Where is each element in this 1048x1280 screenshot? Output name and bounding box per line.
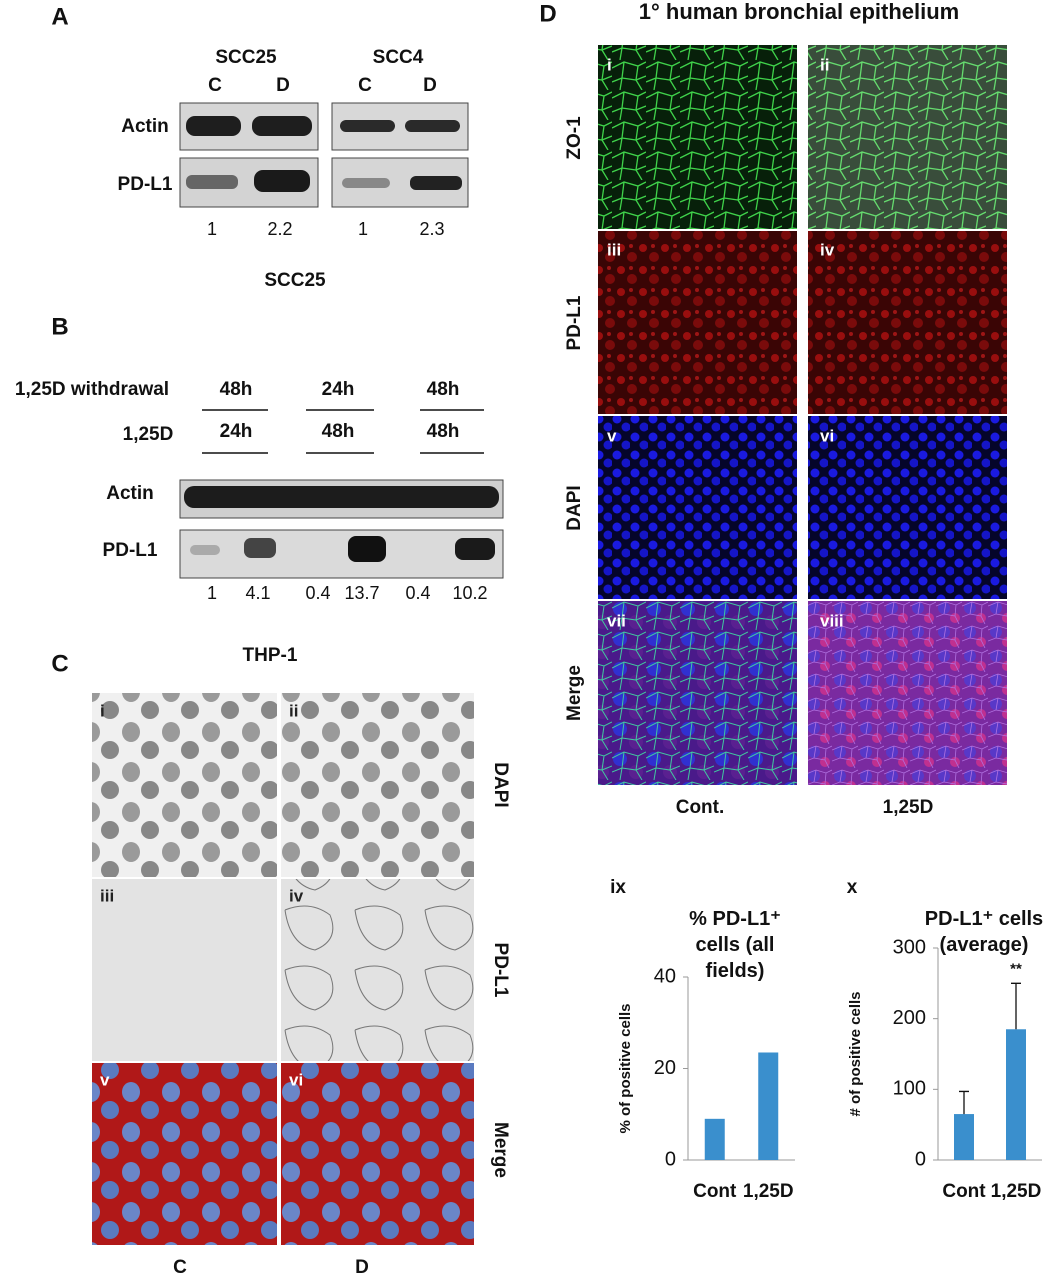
row-label: PD-L1	[490, 943, 511, 998]
column-label: Cont.	[676, 797, 725, 818]
band-quantification: 0.4	[305, 583, 330, 603]
significance-marker: **	[1010, 960, 1022, 977]
panel-label: B	[51, 313, 68, 340]
band-quantification: 1	[207, 219, 217, 239]
band-quantification: 10.2	[452, 583, 487, 603]
blot-row-label: Actin	[106, 483, 154, 504]
image-label: iv	[820, 240, 835, 259]
panel-title: THP-1	[243, 645, 298, 666]
panel-label: ix	[610, 877, 626, 898]
cell-line: SCC25	[264, 270, 326, 291]
error-bar	[1011, 982, 1021, 1030]
band-quantification: 4.1	[245, 583, 270, 603]
micrographs	[92, 693, 474, 1245]
column-label: D	[355, 1257, 369, 1278]
band-quantification: 2.3	[419, 219, 444, 239]
image-label: i	[100, 701, 105, 720]
image-label: iii	[607, 240, 621, 259]
row-label: DAPI	[490, 762, 511, 807]
row-label: 1,25D	[123, 424, 174, 445]
image-label: v	[100, 1070, 110, 1089]
band-quantification: 2.2	[267, 219, 292, 239]
image-label: ii	[289, 701, 298, 720]
cell-line: SCC25	[215, 47, 277, 68]
lane-label: C	[208, 75, 222, 96]
y-tick-label: 200	[893, 1007, 926, 1029]
image-label: iv	[289, 886, 304, 905]
x-tick-label: Cont	[693, 1181, 737, 1202]
chart-title: PD-L1⁺ cells (average)	[924, 908, 1044, 956]
panel-label: A	[51, 3, 68, 30]
image-label: viii	[820, 611, 844, 630]
band-quantification: 1	[358, 219, 368, 239]
row-label: PD-L1	[564, 295, 585, 350]
blot-row-label: PD-L1	[118, 174, 173, 195]
image-label: iii	[100, 886, 114, 905]
x-tick-label: 1,25D	[743, 1181, 794, 1202]
row-label: DAPI	[564, 485, 585, 530]
y-tick-label: 20	[654, 1057, 676, 1079]
image-label: ii	[820, 55, 829, 74]
x-tick-label: Cont	[942, 1181, 986, 1202]
panel-label: D	[539, 0, 556, 27]
column-label: 1,25D	[883, 797, 934, 818]
blot-row-label: Actin	[121, 116, 169, 137]
time-label: 48h	[427, 379, 460, 400]
time-label: 24h	[220, 421, 253, 442]
image-label: vi	[289, 1070, 303, 1089]
time-label: 48h	[427, 421, 460, 442]
bar	[758, 1052, 779, 1160]
image-label: vi	[820, 426, 834, 445]
error-bar	[959, 1090, 969, 1115]
row-label: Merge	[564, 665, 585, 721]
y-tick-label: 300	[893, 936, 926, 958]
lane-label: D	[423, 75, 437, 96]
bar	[704, 1118, 725, 1160]
panel-title: 1° human bronchial epithelium	[639, 0, 960, 24]
bar	[954, 1114, 974, 1160]
micrographs	[598, 45, 1007, 785]
cell-line: SCC4	[373, 47, 424, 68]
time-label: 24h	[322, 379, 355, 400]
column-label: C	[173, 1257, 187, 1278]
row-label: ZO-1	[564, 116, 585, 160]
chart-title: % PD-L1⁺ cells (all fields)	[689, 908, 781, 982]
lane-label: C	[358, 75, 372, 96]
time-label: 48h	[220, 379, 253, 400]
blot-row-label: PD-L1	[103, 540, 158, 561]
image-label: v	[607, 426, 617, 445]
image-label: vii	[607, 611, 626, 630]
western-blot	[179, 102, 469, 208]
band-quantification: 13.7	[344, 583, 379, 603]
divider-lines	[202, 409, 484, 454]
x-tick-label: 1,25D	[991, 1181, 1042, 1202]
y-tick-label: 0	[915, 1148, 926, 1170]
bar	[1006, 1029, 1026, 1160]
image-label: i	[607, 55, 612, 74]
y-tick-label: 100	[893, 1078, 926, 1100]
y-axis-label: % of positive cells	[617, 1003, 634, 1133]
band-quantification: 0.4	[405, 583, 430, 603]
panel-label: C	[51, 650, 68, 677]
time-label: 48h	[322, 421, 355, 442]
y-tick-label: 40	[654, 965, 676, 987]
row-label: Merge	[490, 1122, 511, 1178]
lane-label: D	[276, 75, 290, 96]
y-tick-label: 0	[665, 1148, 676, 1170]
band-quantification: 1	[207, 583, 217, 603]
row-label: 1,25D withdrawal	[15, 379, 169, 400]
western-blot	[179, 479, 504, 579]
y-axis-label: # of positive cells	[847, 991, 864, 1116]
panel-label: x	[847, 877, 858, 898]
